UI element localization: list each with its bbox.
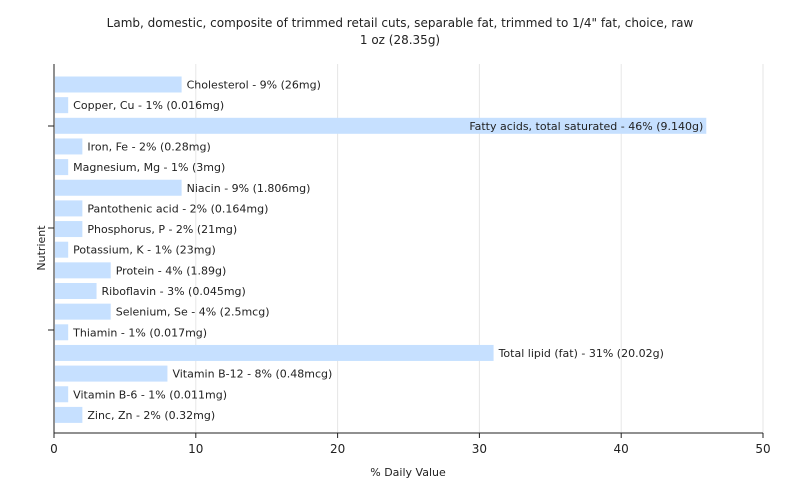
bar-label: Magnesium, Mg - 1% (3mg)	[73, 161, 225, 174]
bar-label: Selenium, Se - 4% (2.5mcg)	[116, 306, 270, 319]
bar-label: Copper, Cu - 1% (0.016mg)	[73, 99, 224, 112]
x-tick-label: 30	[472, 442, 487, 456]
chart-title: Lamb, domestic, composite of trimmed ret…	[107, 16, 694, 30]
bar	[55, 386, 69, 403]
bar	[55, 159, 69, 176]
bar	[55, 76, 182, 93]
bar-label: Fatty acids, total saturated - 46% (9.14…	[469, 120, 703, 133]
x-tick-label: 0	[50, 442, 58, 456]
bars	[55, 76, 707, 423]
chart-subtitle: 1 oz (28.35g)	[360, 33, 440, 47]
bar	[55, 324, 69, 341]
bar	[55, 262, 111, 279]
bar	[55, 97, 69, 114]
bar-label: Riboflavin - 3% (0.045mg)	[102, 285, 246, 298]
bar-label: Total lipid (fat) - 31% (20.02g)	[498, 347, 664, 360]
bar	[55, 221, 83, 238]
bar-label: Cholesterol - 9% (26mg)	[187, 79, 321, 92]
bar-label: Phosphorus, P - 2% (21mg)	[87, 223, 237, 236]
axes	[48, 64, 763, 434]
bar	[55, 117, 707, 134]
bar	[55, 138, 83, 155]
x-tick-label: 20	[330, 442, 345, 456]
bar-label: Protein - 4% (1.89g)	[116, 264, 227, 277]
bar	[55, 365, 168, 382]
bar-label: Pantothenic acid - 2% (0.164mg)	[87, 202, 268, 215]
x-tick-label: 50	[755, 442, 770, 456]
bar-label: Potassium, K - 1% (23mg)	[73, 244, 216, 257]
bar-label: Vitamin B-12 - 8% (0.48mcg)	[172, 368, 332, 381]
y-axis-label: Nutrient	[35, 225, 48, 271]
bar-label: Iron, Fe - 2% (0.28mg)	[87, 140, 210, 153]
bar-label: Thiamin - 1% (0.017mg)	[72, 326, 207, 339]
bar-label: Niacin - 9% (1.806mg)	[187, 182, 311, 195]
x-tick-label: 40	[614, 442, 629, 456]
bar-labels: Cholesterol - 9% (26mg) Copper, Cu - 1% (…	[72, 79, 703, 422]
x-axis-label: % Daily Value	[370, 466, 446, 479]
x-axis-ticks: 0 10 20 30 40 50	[50, 433, 771, 456]
bar-label: Vitamin B-6 - 1% (0.011mg)	[73, 388, 227, 401]
bar	[55, 283, 97, 299]
bar	[55, 303, 111, 320]
bar	[55, 344, 494, 361]
bar-label: Zinc, Zn - 2% (0.32mg)	[87, 409, 215, 422]
bar	[55, 179, 182, 196]
x-tick-label: 10	[188, 442, 203, 456]
bar	[55, 406, 83, 423]
bar	[55, 241, 69, 258]
bar	[55, 200, 83, 217]
